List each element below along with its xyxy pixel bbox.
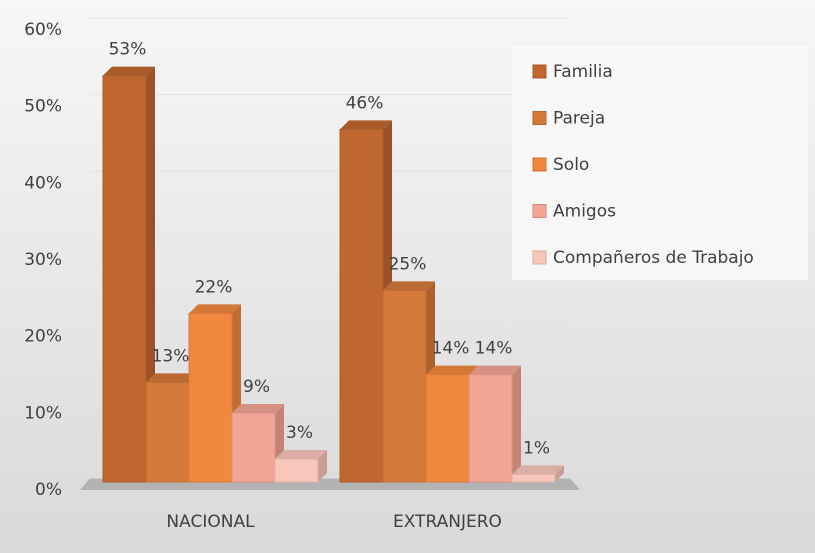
bar-front <box>425 374 470 483</box>
bar-top <box>232 404 284 413</box>
bar <box>468 365 521 483</box>
bar <box>274 450 327 483</box>
value-label: 14% <box>432 339 470 359</box>
bar-side <box>512 365 521 482</box>
x-tick-label: NACIONAL <box>166 512 255 532</box>
bar-top <box>275 450 327 459</box>
bar-side <box>555 465 564 482</box>
value-label: 14% <box>475 339 513 359</box>
y-tick-label: 0% <box>35 480 62 500</box>
bar-front <box>274 458 319 483</box>
bar-top <box>103 66 155 76</box>
y-tick-label: 20% <box>24 327 62 347</box>
value-label: 1% <box>523 438 550 458</box>
bar <box>188 304 241 483</box>
bar-top <box>340 120 392 130</box>
bar-front <box>468 374 513 483</box>
value-label: 25% <box>389 254 427 274</box>
legend-swatch <box>532 157 547 172</box>
bar-top <box>189 304 241 314</box>
bar-top <box>146 373 198 383</box>
bar-top <box>383 281 435 291</box>
legend-label: Compañeros de Trabajo <box>553 248 754 268</box>
legend-swatch <box>532 250 547 265</box>
bar-front <box>511 473 556 483</box>
y-tick-label: 60% <box>24 20 62 40</box>
y-tick-label: 40% <box>24 173 62 193</box>
bar-front <box>102 75 147 483</box>
y-tick-label: 30% <box>24 250 62 270</box>
bar-front <box>231 412 276 483</box>
value-label: 22% <box>195 277 233 297</box>
bar <box>511 465 564 483</box>
legend-swatch <box>532 204 547 218</box>
bar-front <box>339 128 384 483</box>
bar-front <box>188 312 233 483</box>
legend-box <box>512 46 808 280</box>
bar-side <box>318 450 327 482</box>
bar-top <box>512 465 564 475</box>
legend-swatch <box>532 64 547 79</box>
value-label: 53% <box>109 40 147 60</box>
bar-front <box>382 289 427 483</box>
value-label: 46% <box>346 93 384 113</box>
legend-swatch <box>532 111 547 125</box>
bar-top <box>469 365 521 375</box>
value-label: 9% <box>243 377 270 397</box>
value-label: 13% <box>152 346 190 366</box>
x-tick-label: EXTRANJERO <box>393 512 502 532</box>
y-tick-label: 50% <box>24 97 62 117</box>
bar-top <box>426 365 478 375</box>
legend-label: Familia <box>553 62 613 82</box>
legend-label: Solo <box>553 155 589 175</box>
legend-label: Pareja <box>553 109 605 129</box>
legend-label: Amigos <box>553 202 616 222</box>
value-label: 3% <box>286 423 313 443</box>
y-tick-label: 10% <box>24 403 62 423</box>
bar-front <box>145 381 190 483</box>
